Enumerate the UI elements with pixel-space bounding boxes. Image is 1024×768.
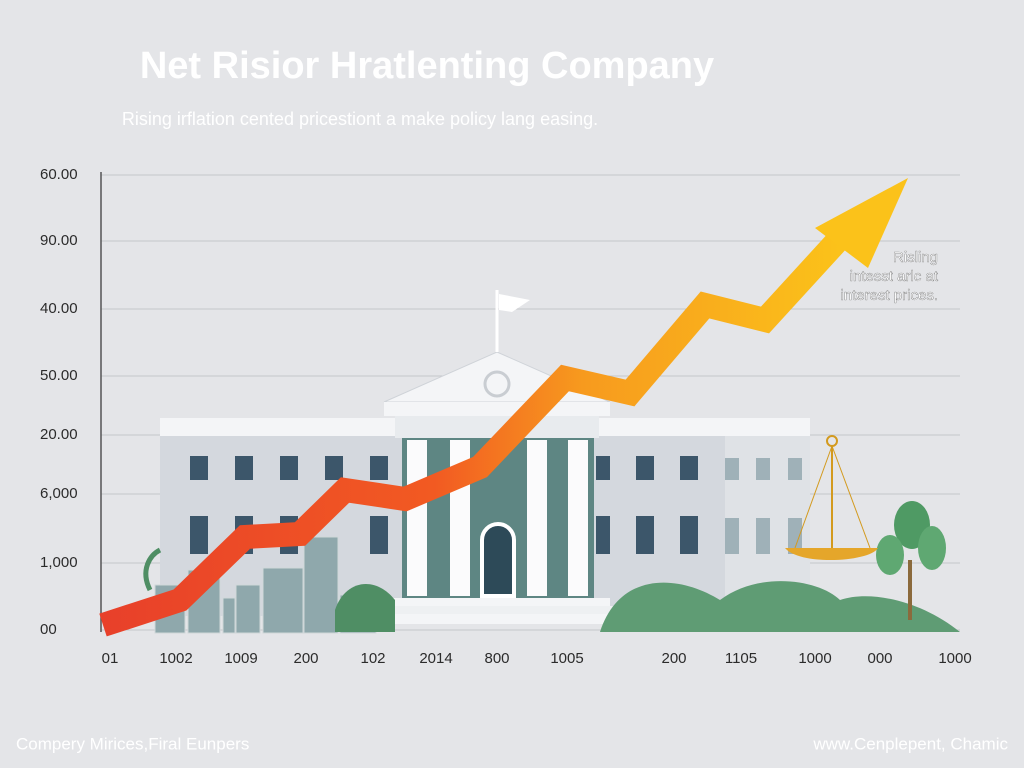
footer-right: www.Cenplepent, Chamic bbox=[812, 734, 1008, 753]
x-axis-label: 800 bbox=[484, 650, 509, 667]
annotation: Risling intesst arlc at interest prices. bbox=[840, 249, 939, 304]
y-axis-label: 00 bbox=[40, 621, 57, 638]
x-axis-label: 1005 bbox=[550, 650, 583, 667]
annotation-line: interest prices. bbox=[840, 287, 938, 304]
y-axis-label: 1,000 bbox=[40, 554, 78, 571]
title: Net Risior Hratlenting Company bbox=[140, 45, 714, 87]
annotation-line: Risling bbox=[893, 249, 938, 266]
x-axis-label: 1002 bbox=[159, 650, 192, 667]
x-axis-label: 1000 bbox=[798, 650, 831, 667]
footer-left: Compery Mirices,Firal Eunpers bbox=[16, 734, 249, 753]
x-axis-label: 2014 bbox=[419, 650, 452, 667]
x-axis-label: 1000 bbox=[938, 650, 971, 667]
greenery bbox=[143, 501, 960, 632]
y-axis-labels: 60.00 90.00 40.00 50.00 20.00 6,000 1,000 00 bbox=[40, 166, 78, 638]
x-axis-label: 1105 bbox=[725, 650, 757, 667]
arrow-head bbox=[815, 178, 908, 268]
x-axis-label: 200 bbox=[661, 650, 686, 667]
x-axis-label: 102 bbox=[360, 650, 385, 667]
y-axis-label: 90.00 bbox=[40, 232, 78, 249]
x-axis-label: 200 bbox=[293, 650, 318, 667]
scale-icon bbox=[785, 435, 878, 561]
annotation-line: intesst arlc at bbox=[850, 268, 939, 285]
y-axis-label: 60.00 bbox=[40, 166, 78, 183]
x-axis-label: 1009 bbox=[224, 650, 257, 667]
y-axis-label: 6,000 bbox=[40, 485, 78, 502]
x-axis-labels: 01 1002 1009 200 102 2014 800 1005 200 1105 1000 00… bbox=[102, 650, 972, 667]
y-axis-label: 50.00 bbox=[40, 367, 78, 384]
trend-arrow bbox=[99, 229, 849, 637]
y-axis-label: 20.00 bbox=[40, 426, 78, 443]
x-axis-label: 000 bbox=[867, 650, 892, 667]
x-axis-label: 01 bbox=[102, 650, 119, 667]
subtitle: Rising irflation cented pricestiont a ma… bbox=[122, 109, 598, 129]
y-axis-label: 40.00 bbox=[40, 300, 78, 317]
